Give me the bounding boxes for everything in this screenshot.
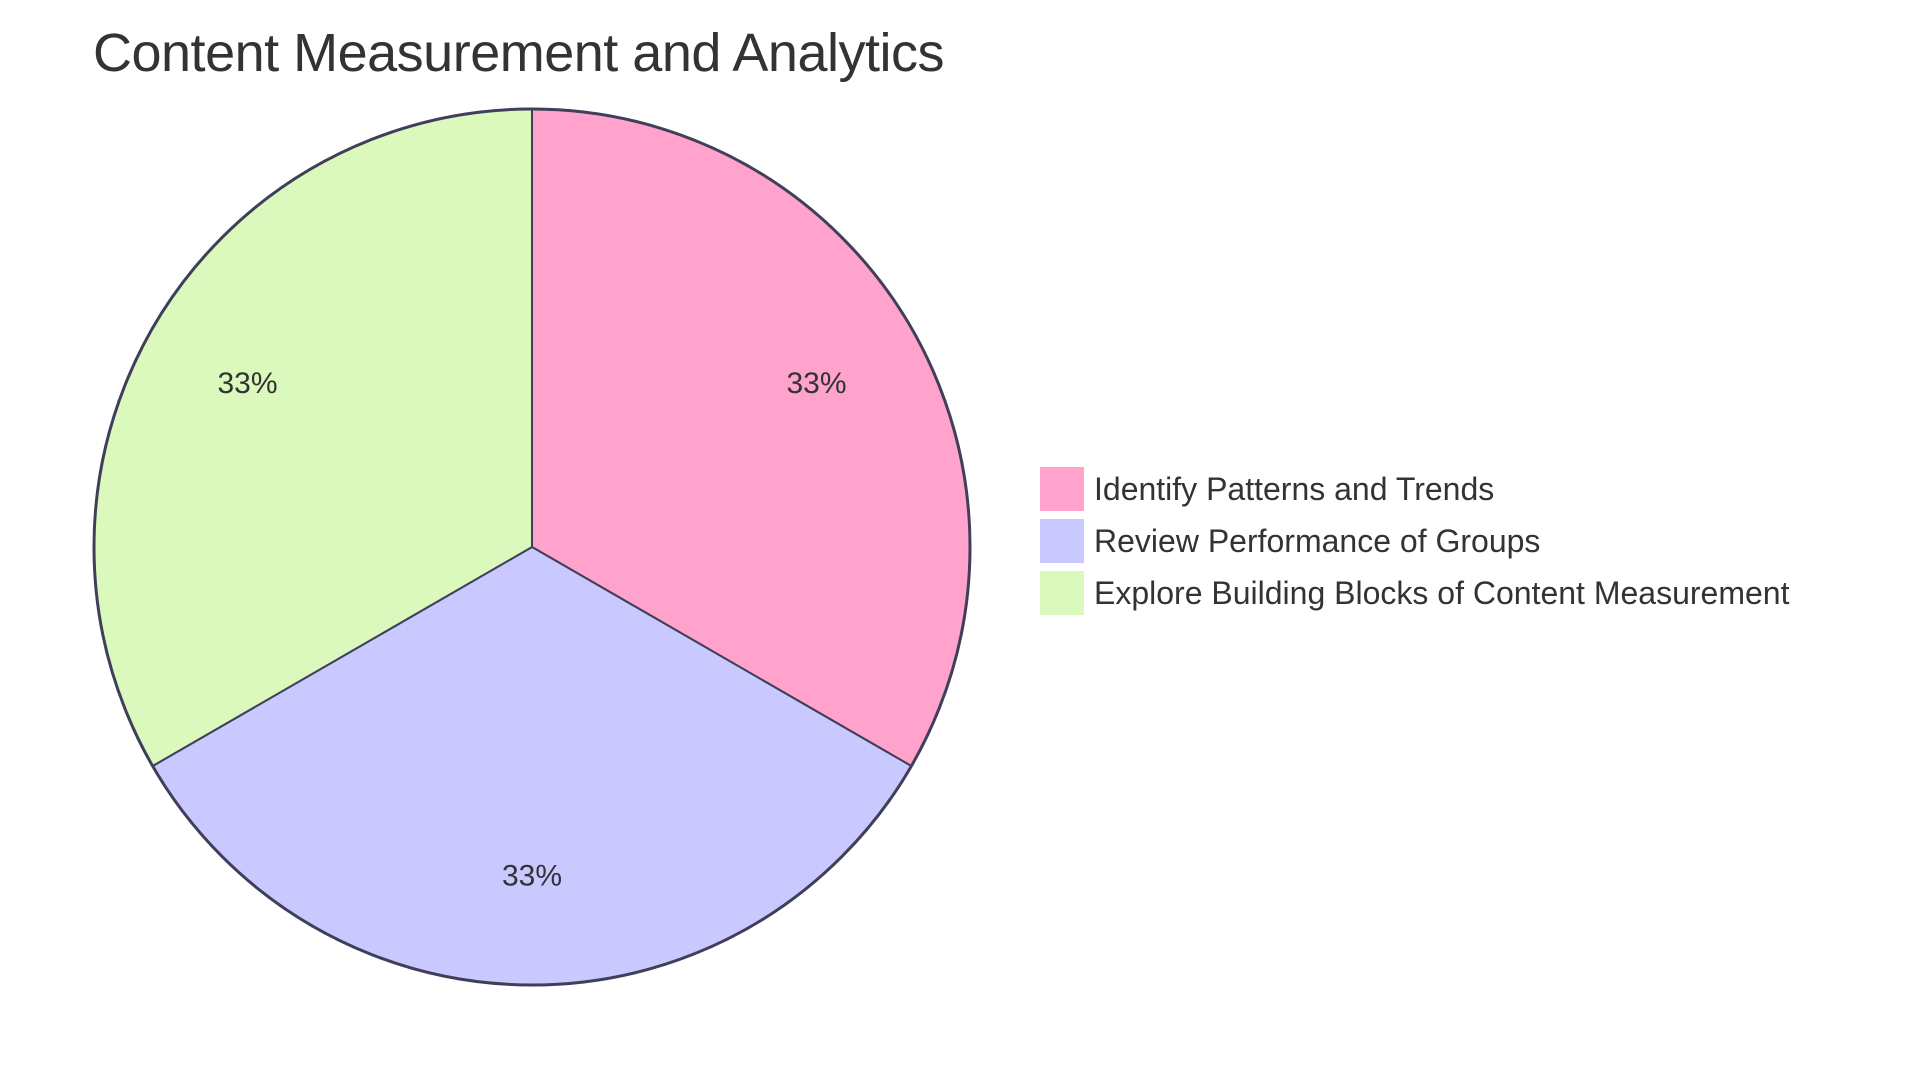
slice-label-groups: 33%	[502, 860, 562, 893]
legend-item-groups[interactable]: Review Performance of Groups	[1040, 519, 1789, 563]
legend-swatch	[1040, 519, 1084, 563]
legend: Identify Patterns and Trends Review Perf…	[1040, 467, 1789, 623]
slice-label-patterns: 33%	[786, 367, 846, 400]
legend-label: Identify Patterns and Trends	[1094, 470, 1495, 507]
legend-label: Explore Building Blocks of Content Measu…	[1094, 574, 1790, 611]
pie-slices	[93, 107, 971, 986]
chart-title: Content Measurement and Analytics	[93, 23, 944, 83]
legend-swatch	[1040, 571, 1084, 615]
legend-swatch	[1040, 467, 1084, 511]
slice-label-building-blocks: 33%	[217, 367, 277, 400]
legend-item-patterns[interactable]: Identify Patterns and Trends	[1040, 467, 1789, 511]
legend-label: Review Performance of Groups	[1094, 522, 1541, 559]
legend-item-building-blocks[interactable]: Explore Building Blocks of Content Measu…	[1040, 571, 1789, 615]
pie-outline	[92, 107, 972, 987]
